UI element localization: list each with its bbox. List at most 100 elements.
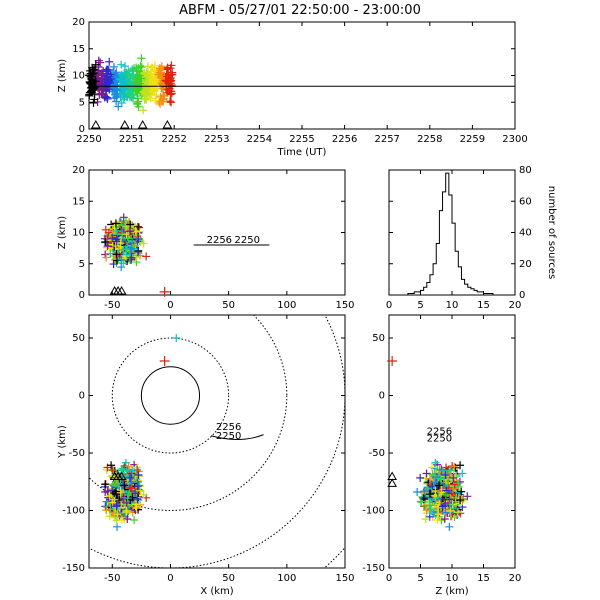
source-marker: [434, 481, 443, 490]
source-marker: [107, 461, 116, 470]
source-marker: [105, 78, 114, 87]
x-tick-label: 50: [222, 573, 235, 584]
source-marker: [162, 72, 171, 81]
x-tick-label: 150: [335, 573, 354, 584]
source-marker: [121, 245, 130, 254]
source-marker: [159, 95, 168, 104]
source-marker: [108, 234, 117, 243]
source-marker: [132, 500, 141, 509]
source-marker: [109, 62, 118, 71]
page-title: ABFM - 05/27/01 22:50:00 - 23:00:00: [179, 3, 421, 18]
x-tick-label: 5: [417, 573, 423, 584]
source-marker: [111, 242, 120, 251]
source-marker: [453, 489, 462, 498]
time-height-panel: 2250 2251 2252 2253 2254 2255 2256 2257 2258 2259…: [57, 17, 528, 158]
source-marker: [441, 471, 450, 480]
y-axis-label: number of sources: [546, 186, 557, 279]
histogram-line: [389, 172, 515, 296]
x-tick-label: 2258: [417, 134, 442, 145]
plot-frame: [88, 314, 346, 569]
source-marker: [90, 95, 99, 104]
x-axis-label: X (km): [200, 586, 233, 597]
station-triangle: [137, 119, 148, 129]
source-marker: [445, 522, 454, 531]
source-marker: [121, 458, 130, 467]
source-marker: [141, 82, 150, 91]
track-label: 2250: [216, 431, 241, 442]
source-marker: [161, 76, 170, 85]
source-marker: [127, 478, 136, 487]
source-marker: [111, 487, 120, 496]
source-marker: [101, 480, 110, 489]
source-marker: [450, 462, 459, 471]
range-ring: [89, 315, 345, 568]
source-marker: [89, 98, 98, 107]
source-marker: [430, 471, 439, 480]
source-marker: [160, 92, 169, 101]
source-marker: [116, 488, 125, 497]
y-tick-label: -100: [62, 506, 85, 517]
station-triangle: [116, 285, 127, 295]
source-marker: [87, 86, 96, 95]
range-ring: [140, 366, 201, 425]
source-marker: [100, 77, 109, 86]
source-marker: [101, 225, 110, 234]
x-tick-label: 0: [386, 300, 392, 311]
source-marker: [101, 237, 110, 246]
source-marker: [105, 57, 114, 66]
source-marker: [122, 222, 131, 231]
source-marker: [453, 508, 462, 517]
source-marker: [438, 480, 447, 489]
y-tick-label: 0: [379, 391, 385, 402]
y-tick-label: 0: [79, 391, 85, 402]
x-tick-label: 100: [277, 573, 296, 584]
source-marker: [102, 506, 111, 515]
x-tick-label: 2257: [374, 134, 399, 145]
source-marker: [94, 56, 103, 65]
x-tick-label: 0: [167, 300, 173, 311]
source-marker: [433, 515, 442, 524]
source-marker: [166, 90, 175, 99]
source-marker: [428, 463, 437, 472]
source-marker: [126, 220, 135, 229]
source-marker: [130, 516, 139, 525]
source-marker: [119, 494, 128, 503]
source-marker: [449, 504, 458, 513]
source-marker: [448, 485, 457, 494]
station-triangle: [387, 478, 398, 487]
source-marker: [117, 60, 126, 69]
x-tick-label: 15: [477, 300, 490, 311]
source-marker: [124, 234, 133, 243]
y-tick-label: 10: [72, 71, 85, 82]
source-marker: [456, 495, 465, 504]
source-marker: [387, 356, 398, 366]
y-tick-label: -50: [369, 448, 385, 459]
source-marker: [102, 253, 111, 262]
source-marker: [136, 486, 145, 495]
source-marker: [107, 220, 116, 229]
source-marker: [90, 65, 99, 74]
x-tick-label: 2251: [119, 134, 144, 145]
x-z-panel: -50 0 50 100 150 0 5 10 15 20 Z (km) 2256 2250: [57, 165, 355, 311]
x-tick-label: -50: [104, 573, 120, 584]
x-tick-label: 2300: [502, 134, 527, 145]
source-marker: [139, 239, 148, 248]
source-marker: [426, 505, 435, 514]
source-marker: [132, 88, 141, 97]
source-marker: [425, 474, 434, 483]
source-marker: [440, 514, 449, 523]
y-tick-label: -150: [62, 563, 85, 574]
source-marker: [111, 90, 120, 99]
y-tick-label: 5: [79, 259, 85, 270]
source-marker: [126, 93, 135, 102]
x-tick-label: 0: [386, 573, 392, 584]
source-marker: [112, 502, 121, 511]
source-marker: [139, 88, 148, 97]
source-marker: [129, 233, 138, 242]
x-tick-label: 15: [477, 573, 490, 584]
source-marker: [148, 77, 157, 86]
source-marker: [120, 481, 129, 490]
source-marker: [137, 54, 146, 63]
